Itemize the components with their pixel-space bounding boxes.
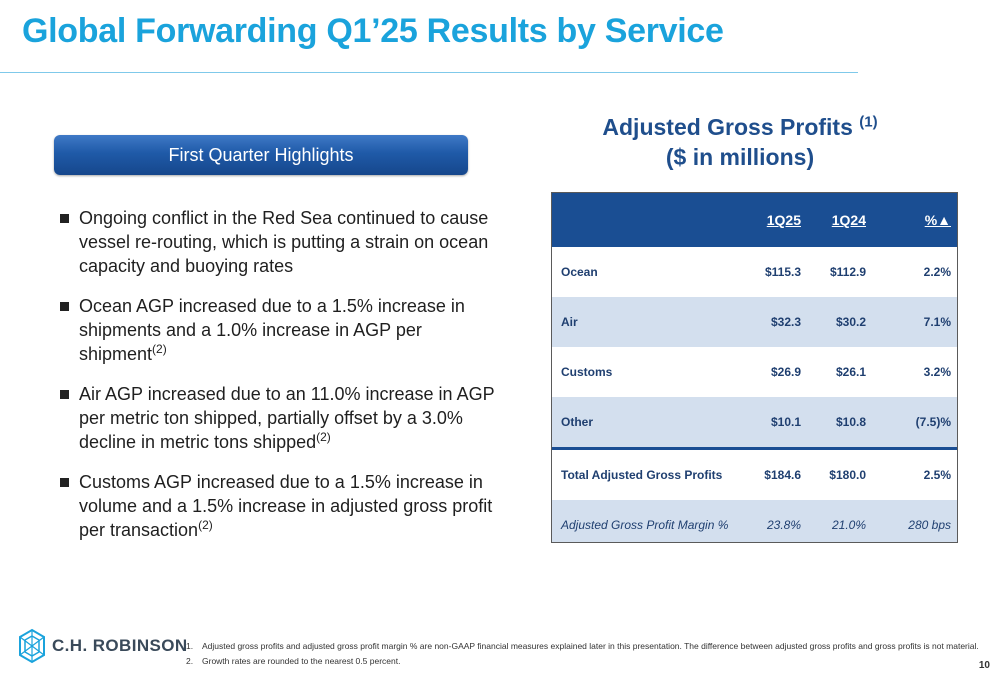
- cell-1q24: $112.9: [829, 265, 866, 279]
- footnotes: 1. Adjusted gross profits and adjusted gr…: [186, 639, 979, 669]
- cell-1q25: $32.3: [739, 297, 809, 347]
- row-label: Total Adjusted Gross Profits: [552, 447, 739, 500]
- highlights-list: Ongoing conflict in the Red Sea continue…: [60, 206, 510, 558]
- row-label: Other: [552, 397, 739, 449]
- column-header-pct-change: %▲: [874, 193, 957, 247]
- ch-robinson-logo-icon: [19, 628, 45, 664]
- table-row-total: Total Adjusted Gross Profits $184.6 $180…: [552, 447, 957, 500]
- cell-pct: 2.2%: [923, 265, 951, 279]
- column-header-1q24: 1Q24: [809, 193, 874, 247]
- highlight-item: Air AGP increased due to an 11.0% increa…: [60, 382, 510, 454]
- highlight-item: Ongoing conflict in the Red Sea continue…: [60, 206, 510, 278]
- cell-pct: 7.1%: [874, 297, 957, 347]
- cell-pct: 2.5%: [874, 447, 957, 500]
- table-row: Customs $26.9 $26.1 3.2%: [552, 347, 957, 397]
- cell-1q24: $10.8: [809, 397, 874, 449]
- cell-pct: 3.2%: [923, 365, 951, 379]
- square-bullet-icon: [60, 302, 69, 311]
- square-bullet-icon: [60, 478, 69, 487]
- cell-1q25: $115.3: [764, 265, 801, 279]
- column-header: [552, 193, 739, 247]
- company-logo: C.H. ROBINSON: [18, 628, 188, 664]
- footnote-ref: (2): [152, 342, 167, 356]
- cell-1q24: $26.1: [835, 365, 866, 379]
- title-divider: [0, 72, 858, 73]
- logo-text: C.H. ROBINSON: [52, 636, 188, 655]
- row-label: Customs: [561, 365, 613, 379]
- table-header-row: 1Q25 1Q24 %▲: [552, 193, 957, 247]
- page-number: 10: [978, 660, 990, 671]
- cell-1q25: $10.1: [739, 397, 809, 449]
- footnote-ref: (2): [198, 518, 213, 532]
- row-label: Adjusted Gross Profit Margin %: [552, 500, 739, 542]
- row-label: Ocean: [561, 265, 598, 279]
- agp-table: 1Q25 1Q24 %▲ Ocean $115.3 $112.9 2.2% Ai…: [551, 192, 958, 543]
- square-bullet-icon: [60, 214, 69, 223]
- cell-1q25: 23.8%: [739, 500, 809, 542]
- square-bullet-icon: [60, 390, 69, 399]
- footnote: 1. Adjusted gross profits and adjusted gr…: [186, 641, 979, 651]
- table-row-margin: Adjusted Gross Profit Margin % 23.8% 21.…: [552, 500, 957, 542]
- footnote-ref: (2): [316, 430, 331, 444]
- table-row: Air $32.3 $30.2 7.1%: [552, 297, 957, 347]
- cell-1q25: $26.9: [770, 365, 801, 379]
- footnote-ref: (1): [859, 113, 878, 131]
- cell-1q24: $30.2: [809, 297, 874, 347]
- highlight-item: Customs AGP increased due to a 1.5% incr…: [60, 470, 510, 542]
- row-label: Air: [552, 297, 739, 347]
- cell-pct: 280 bps: [874, 500, 957, 542]
- cell-1q25: $184.6: [739, 447, 809, 500]
- table-row: Other $10.1 $10.8 (7.5)%: [552, 397, 957, 449]
- highlights-header: First Quarter Highlights: [54, 135, 468, 175]
- cell-1q24: $180.0: [809, 447, 874, 500]
- table-row: Ocean $115.3 $112.9 2.2%: [552, 247, 957, 297]
- highlight-item: Ocean AGP increased due to a 1.5% increa…: [60, 294, 510, 366]
- footnote: 2. Growth rates are rounded to the neares…: [186, 656, 401, 666]
- agp-heading: Adjusted Gross Profits (1) ($ in million…: [602, 113, 878, 170]
- column-header-1q25: 1Q25: [739, 193, 809, 247]
- page-title: Global Forwarding Q1’25 Results by Servi…: [22, 12, 724, 50]
- cell-1q24: 21.0%: [809, 500, 874, 542]
- cell-pct: (7.5)%: [874, 397, 957, 449]
